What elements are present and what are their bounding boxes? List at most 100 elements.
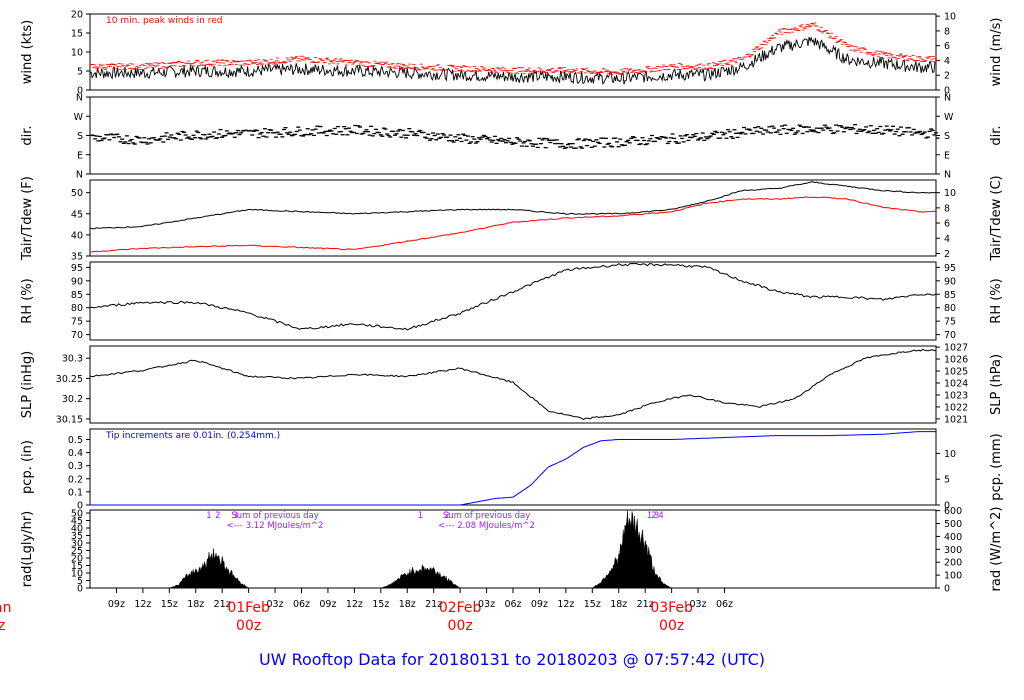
ytick-right-label-rad: 100 (944, 571, 962, 582)
xtick-label: 09z (108, 599, 125, 610)
panel-frame-temp (89, 179, 937, 257)
ytick-right-label-temp: 2 (944, 249, 950, 260)
ytick-label-rad: 30 (71, 539, 83, 550)
ytick-label-wind: 5 (77, 67, 83, 78)
radiation-note: Sum of previous day (443, 511, 530, 521)
ytick-right-label-dir: E (944, 150, 950, 161)
ylabel-right-rad: rad (W/m^2) (989, 507, 1004, 592)
panel-frame-dir (89, 96, 937, 175)
xtick-label: 03z (690, 599, 707, 610)
ytick-right-label-dir: W (944, 112, 954, 123)
ytick-right-label-dir: N (944, 170, 951, 181)
ytick-right-label-wind: 8 (944, 26, 950, 37)
ytick-right-label-slp: 1024 (944, 378, 968, 389)
ytick-label-rh: 80 (71, 303, 83, 314)
ytick-label-rh: 70 (71, 330, 83, 341)
ytick-label-temp: 45 (71, 209, 83, 220)
xtick-day-label: 01Feb (227, 600, 270, 616)
ytick-label-rad: 5 (77, 576, 83, 587)
ytick-right-label-wind: 2 (944, 71, 950, 82)
wind-line (89, 36, 936, 86)
ytick-right-label-wind: 0 (944, 86, 950, 97)
xtick-label: 15z (161, 599, 178, 610)
ytick-label-rad: 50 (71, 509, 83, 520)
ytick-label-rad: 25 (71, 546, 83, 557)
day-zulu-label: 00z (659, 618, 684, 634)
ytick-right-label-slp: 1023 (944, 390, 968, 401)
ytick-label-rh: 75 (71, 317, 83, 328)
ytick-right-label-rad: 600 (944, 506, 962, 517)
xtick-label: 15z (372, 599, 389, 610)
ytick-label-dir: W (74, 112, 84, 123)
ylabel-right-pcp: pcp. (mm) (989, 433, 1004, 500)
ytick-label-temp: 50 (71, 188, 83, 199)
ytick-label-dir: E (77, 150, 83, 161)
ytick-label-rh: 90 (71, 276, 83, 287)
ytick-right-label-rad: 200 (944, 558, 962, 569)
ytick-right-label-rad: 500 (944, 519, 962, 530)
clipped-day-label: an (0, 600, 11, 616)
ytick-right-label-temp: 6 (944, 219, 950, 230)
ytick-right-label-rad: 300 (944, 545, 962, 556)
annotation-pcp: Tip increments are 0.01in. (0.254mm.) (105, 431, 280, 441)
ylabel-rad: rad(Lgly/hr) (20, 511, 35, 587)
ytick-label-rad: 0 (77, 584, 83, 595)
slp-line-main (89, 348, 937, 421)
panel-frame-slp (89, 345, 937, 424)
ytick-right-label-dir: S (944, 131, 950, 142)
ylabel-pcp: pcp. (in) (20, 440, 35, 494)
ylabel-temp: Tair/Tdew (F) (20, 176, 35, 261)
ytick-label-wind: 0 (77, 86, 83, 97)
ytick-label-dir: S (77, 131, 83, 142)
ytick-right-label-slp: 1025 (944, 367, 968, 378)
ytick-right-label-pcp: 0 (944, 501, 950, 512)
ytick-right-label-temp: 10 (944, 188, 956, 199)
ytick-right-label-rh: 80 (944, 303, 956, 314)
ytick-label-slp: 30.25 (56, 374, 83, 385)
xtick-label: 12z (346, 599, 363, 610)
ylabel-slp: SLP (inHg) (20, 351, 35, 419)
ylabel-right-temp: Tair/Tdew (C) (989, 175, 1004, 261)
ytick-label-rh: 95 (71, 263, 83, 274)
xtick-label: 06z (504, 599, 521, 610)
ytick-label-pcp: 0.4 (68, 448, 83, 459)
radiation-note: Sum of previous day (231, 511, 318, 521)
ylabel-right-wind: wind (m/s) (989, 18, 1004, 87)
radiation-note: <--- 2.08 MJoules/m^2 (438, 521, 535, 531)
tip-marker: 2 (651, 511, 656, 521)
ytick-label-wind: 10 (71, 48, 83, 59)
temp-line-air (89, 181, 937, 230)
ylabel-wind: wind (kts) (20, 20, 35, 84)
ylabel-right-rh: RH (%) (989, 278, 1004, 323)
ylabel-rh: RH (%) (20, 278, 35, 323)
ytick-label-rad: 45 (71, 516, 83, 527)
pcp-line-main (90, 431, 936, 506)
ytick-right-label-temp: 8 (944, 203, 950, 214)
xtick-label: 09z (531, 599, 548, 610)
ytick-label-pcp: 0.2 (68, 474, 83, 485)
ytick-label-temp: 35 (71, 252, 83, 263)
xtick-label: 03z (267, 599, 284, 610)
xtick-label: 21z (425, 599, 442, 610)
ytick-right-label-slp: 1027 (944, 343, 968, 354)
ytick-right-label-slp: 1021 (944, 414, 968, 425)
ytick-label-rad: 10 (71, 569, 83, 580)
day-zulu-label: 00z (448, 618, 473, 634)
radiation-area-day1 (169, 548, 250, 589)
xtick-label: 18z (610, 599, 627, 610)
ytick-label-slp: 30.2 (62, 394, 83, 405)
tip-marker: 3 (233, 511, 238, 521)
tip-marker: 2 (215, 511, 220, 521)
ytick-right-label-wind: 10 (944, 12, 956, 23)
ytick-right-label-temp: 4 (944, 234, 950, 245)
temp-line-dew (89, 196, 937, 253)
ytick-right-label-rh: 90 (944, 276, 956, 287)
ytick-right-label-rh: 75 (944, 317, 956, 328)
ytick-right-label-rh: 85 (944, 290, 956, 301)
tip-marker: 3 (654, 511, 659, 521)
ytick-right-label-rh: 95 (944, 263, 956, 274)
xtick-label: 18z (187, 599, 204, 610)
ytick-right-label-dir: N (944, 93, 951, 104)
ytick-right-label-wind: 6 (944, 41, 950, 52)
